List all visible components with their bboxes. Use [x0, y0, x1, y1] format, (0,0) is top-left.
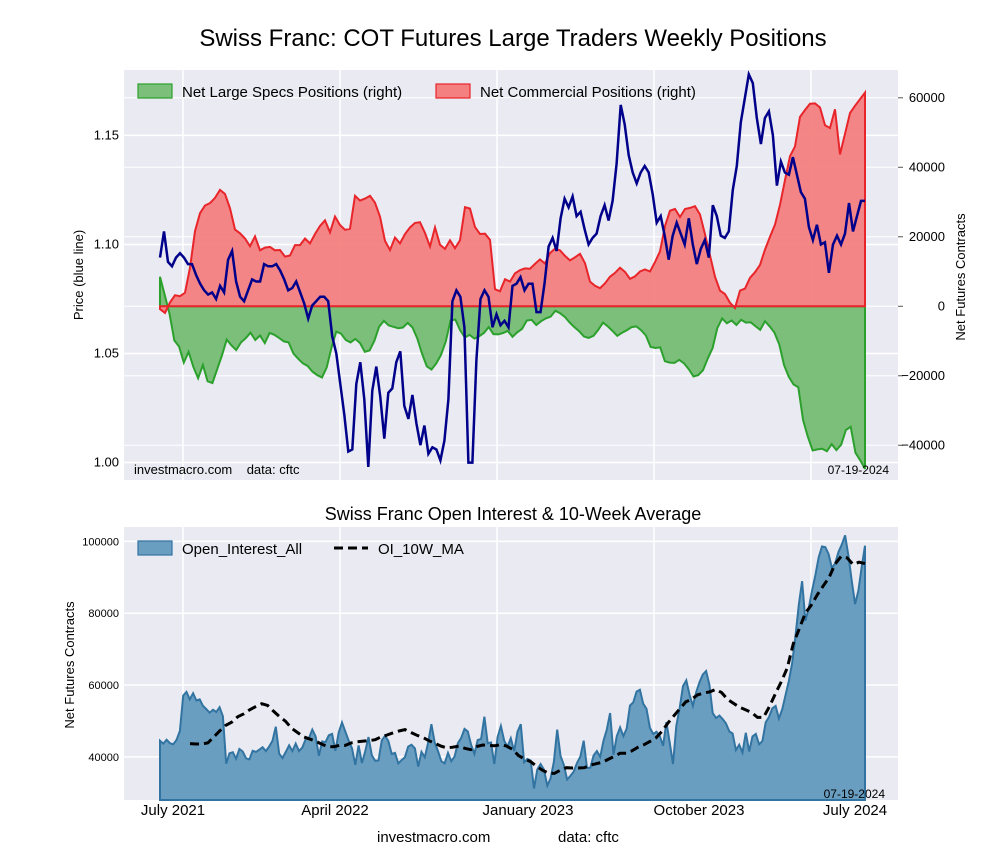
x-tick-label: July 2024 [823, 802, 887, 819]
legend-swatch-open-interest [137, 540, 173, 556]
right-tick-label: 20000 [909, 229, 945, 244]
right-axis-label: Net Futures Contracts [953, 213, 968, 341]
x-tick-label: January 2023 [483, 802, 574, 819]
bottom-date-label: 07-19-2024 [824, 787, 886, 801]
left-axis-label: Price (blue line) [71, 230, 86, 320]
footer-right: data: cftc [558, 829, 619, 846]
legend-label-oi-ma: OI_10W_MA [378, 541, 464, 558]
left-tick-label: 1.00 [94, 455, 119, 470]
left-tick-label: 1.10 [94, 236, 119, 251]
bottom-axis-label: Net Futures Contracts [62, 601, 77, 729]
top-chart-title: Swiss Franc: COT Futures Large Traders W… [199, 25, 826, 52]
top-right-axis-ticks: −40000 −20000 0 20000 40000 60000 [898, 90, 945, 452]
right-tick-label: −20000 [901, 368, 945, 383]
bottom-y-axis-ticks: 40000 60000 80000 100000 [82, 536, 119, 764]
top-watermark: investmacro.com data: cftc [134, 462, 300, 477]
bottom-tick-label: 60000 [88, 680, 119, 692]
top-panel: Swiss Franc: COT Futures Large Traders W… [71, 25, 968, 480]
legend-swatch-commercial [435, 83, 471, 99]
right-tick-label: 0 [938, 298, 945, 313]
top-date-label: 07-19-2024 [828, 463, 890, 477]
right-tick-label: −40000 [901, 437, 945, 452]
x-tick-label: October 2023 [654, 802, 745, 819]
bottom-tick-label: 40000 [88, 752, 119, 764]
oi-10w-ma-line [189, 554, 866, 775]
top-left-axis-ticks: 1.00 1.05 1.10 1.15 [94, 127, 119, 469]
large-specs-area [159, 276, 866, 470]
right-tick-label: 60000 [909, 90, 945, 105]
bottom-tick-label: 80000 [88, 608, 119, 620]
open-interest-area [159, 534, 866, 801]
right-tick-label: 40000 [909, 159, 945, 174]
bottom-tick-label: 100000 [82, 536, 119, 548]
x-tick-label: April 2022 [301, 802, 369, 819]
x-tick-label: July 2021 [141, 802, 205, 819]
left-tick-label: 1.15 [94, 127, 119, 142]
legend-swatch-large-specs [137, 83, 173, 99]
x-axis-tick-labels: July 2021 April 2022 January 2023 October 2… [141, 802, 887, 819]
legend-label-large-specs: Net Large Specs Positions (right) [182, 84, 402, 101]
bottom-panel: Swiss Franc Open Interest & 10-Week Aver… [62, 504, 898, 819]
legend-label-commercial: Net Commercial Positions (right) [480, 84, 696, 101]
top-legend: Net Large Specs Positions (right) Net Co… [137, 83, 696, 101]
bottom-legend: Open_Interest_All OI_10W_MA [137, 540, 464, 558]
footer-left: investmacro.com [377, 829, 490, 846]
commercial-area [159, 89, 866, 315]
bottom-chart-title: Swiss Franc Open Interest & 10-Week Aver… [325, 504, 702, 524]
legend-label-open-interest: Open_Interest_All [182, 541, 302, 558]
left-tick-label: 1.05 [94, 346, 119, 361]
price-line [158, 70, 865, 467]
